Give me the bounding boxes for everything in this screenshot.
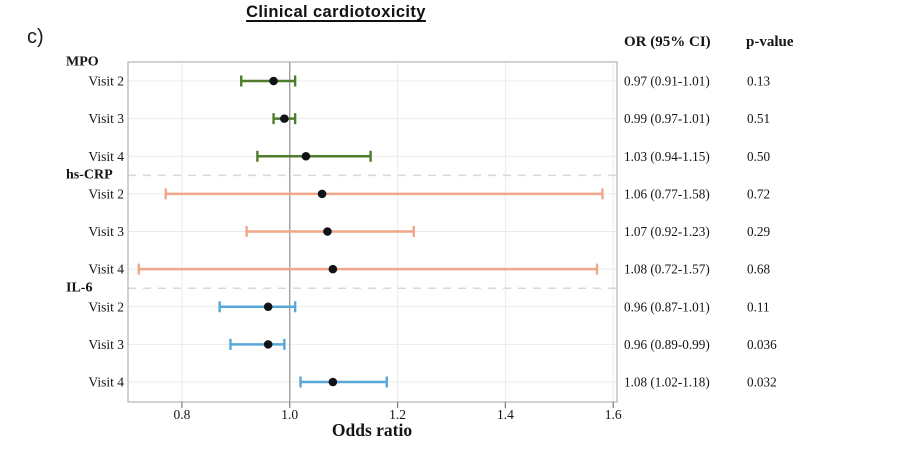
x-tick-label: 0.8 (173, 407, 190, 422)
point-estimate (263, 340, 273, 349)
p-value: 0.11 (747, 299, 770, 314)
point-estimate (263, 302, 273, 312)
visit-label: Visit 4 (88, 375, 124, 390)
p-value: 0.13 (747, 74, 770, 89)
group-label: hs-CRP (66, 167, 113, 182)
x-tick-label: 1.2 (389, 407, 406, 422)
visit-label: Visit 2 (88, 299, 124, 314)
group-label: IL-6 (66, 280, 92, 295)
x-tick-label: 1.0 (281, 407, 298, 422)
p-value: 0.29 (747, 224, 770, 239)
or-ci-value: 1.08 (0.72-1.57) (624, 262, 710, 277)
point-estimate (269, 76, 278, 86)
or-ci-value: 0.97 (0.91-1.01) (624, 74, 710, 89)
or-ci-column-header: OR (95% CI) (624, 34, 711, 50)
or-ci-value: 0.96 (0.89-0.99) (624, 337, 710, 352)
group-label: MPO (66, 55, 99, 70)
x-axis-label: Odds ratio (331, 420, 413, 440)
or-ci-value: 0.99 (0.97-1.01) (624, 111, 710, 126)
p-value: 0.50 (747, 149, 770, 164)
or-ci-value: 1.06 (0.77-1.58) (624, 186, 710, 201)
p-value: 0.68 (747, 262, 770, 277)
point-estimate (301, 151, 311, 161)
p-value: 0.036 (747, 337, 777, 352)
p-value: 0.72 (747, 186, 770, 201)
point-estimate (323, 227, 332, 236)
visit-label: Visit 2 (88, 186, 124, 201)
visit-label: Visit 4 (88, 149, 124, 164)
visit-label: Visit 3 (88, 111, 124, 126)
or-ci-value: 0.96 (0.87-1.01) (624, 299, 710, 314)
or-ci-value: 1.03 (0.94-1.15) (624, 149, 710, 164)
x-tick-label: 1.6 (605, 407, 622, 422)
p-value: 0.032 (747, 375, 777, 390)
point-estimate (280, 114, 289, 123)
panel-label: c) (27, 26, 44, 48)
or-ci-value: 1.08 (1.02-1.18) (624, 375, 710, 390)
point-estimate (328, 264, 338, 274)
visit-label: Visit 4 (88, 262, 124, 277)
p-value-column-header: p-value (746, 34, 794, 50)
visit-label: Visit 3 (88, 224, 124, 239)
point-estimate (317, 189, 327, 199)
visit-label: Visit 2 (88, 74, 124, 89)
point-estimate (328, 377, 338, 387)
visit-label: Visit 3 (88, 337, 124, 352)
plot-frame (127, 61, 618, 403)
x-tick-label: 1.4 (497, 407, 514, 422)
or-ci-value: 1.07 (0.92-1.23) (624, 224, 710, 239)
p-value: 0.51 (747, 111, 770, 126)
figure-title: Clinical cardiotoxicity (246, 3, 426, 21)
